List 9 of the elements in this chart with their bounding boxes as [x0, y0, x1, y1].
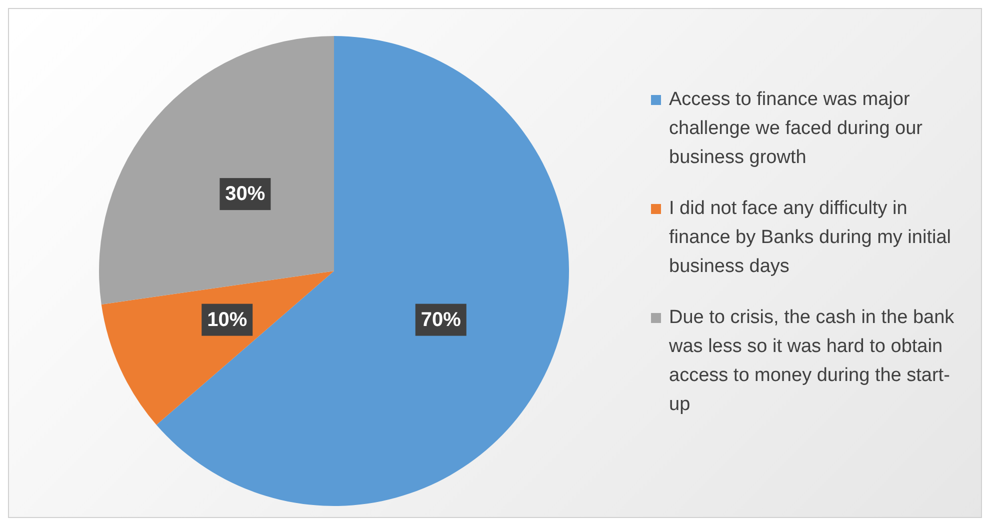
data-label: 30%	[225, 183, 266, 206]
data-label: 10%	[207, 308, 248, 331]
pie-slice	[156, 36, 569, 506]
legend-label: I did not face any difficulty in finance by Banks during my initial business days	[669, 197, 952, 279]
pie-slice	[101, 271, 334, 425]
legend-label: Access to finance was major challenge we faced during our business growth	[669, 88, 924, 170]
data-label: 70%	[420, 308, 462, 331]
pie-slice	[99, 36, 334, 304]
legend-label: Due to crisis, the cash in the bank was less so it was hard to obtain access to money during the start-up	[669, 306, 956, 417]
